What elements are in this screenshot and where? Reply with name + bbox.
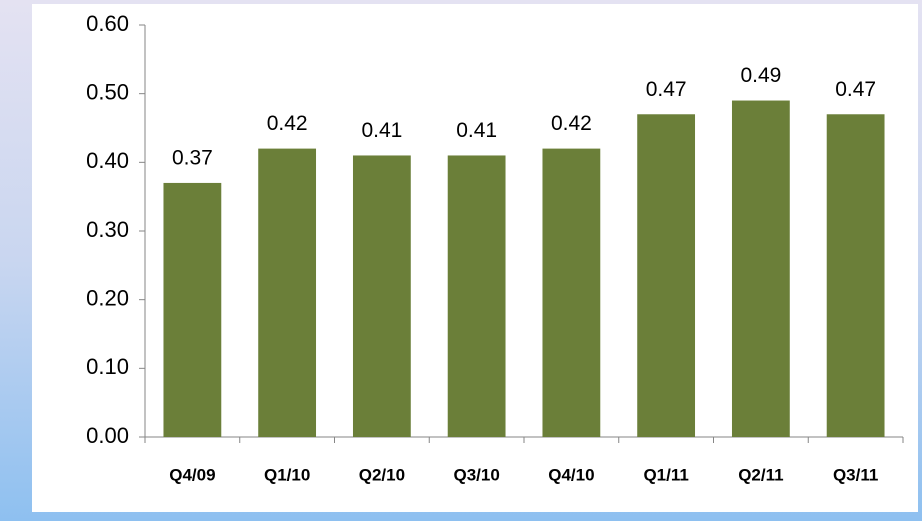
value-label: 0.42 xyxy=(267,112,308,135)
x-tick-label: Q3/11 xyxy=(833,465,878,484)
x-tick-label: Q4/10 xyxy=(548,465,594,484)
y-tick-label: 0.50 xyxy=(86,79,129,104)
x-tick-label: Q2/10 xyxy=(359,465,405,484)
y-tick-label: 0.40 xyxy=(86,148,129,173)
y-tick-label: 0.20 xyxy=(86,285,129,310)
y-tick-label: 0.00 xyxy=(86,423,129,448)
y-tick-label: 0.60 xyxy=(86,11,129,36)
y-tick-label: 0.10 xyxy=(86,354,129,379)
x-tick-label: Q3/10 xyxy=(453,465,499,484)
bar xyxy=(352,155,411,437)
x-tick-label: Q2/11 xyxy=(738,465,783,484)
value-label: 0.41 xyxy=(456,119,497,142)
x-tick-label: Q1/11 xyxy=(643,465,688,484)
x-tick-label: Q1/10 xyxy=(264,465,310,484)
bar xyxy=(542,148,601,437)
bar xyxy=(637,114,696,438)
value-label: 0.37 xyxy=(172,146,213,169)
value-label: 0.49 xyxy=(740,64,781,87)
bar xyxy=(447,155,506,437)
value-label: 0.42 xyxy=(551,112,592,135)
x-tick-label: Q4/09 xyxy=(169,465,215,484)
bar xyxy=(163,182,222,437)
value-label: 0.47 xyxy=(835,78,876,101)
y-tick-label: 0.30 xyxy=(86,217,129,242)
value-label: 0.41 xyxy=(361,119,402,142)
bar xyxy=(826,114,885,438)
bar xyxy=(258,148,317,437)
value-label: 0.47 xyxy=(646,78,687,101)
bar xyxy=(731,100,790,438)
